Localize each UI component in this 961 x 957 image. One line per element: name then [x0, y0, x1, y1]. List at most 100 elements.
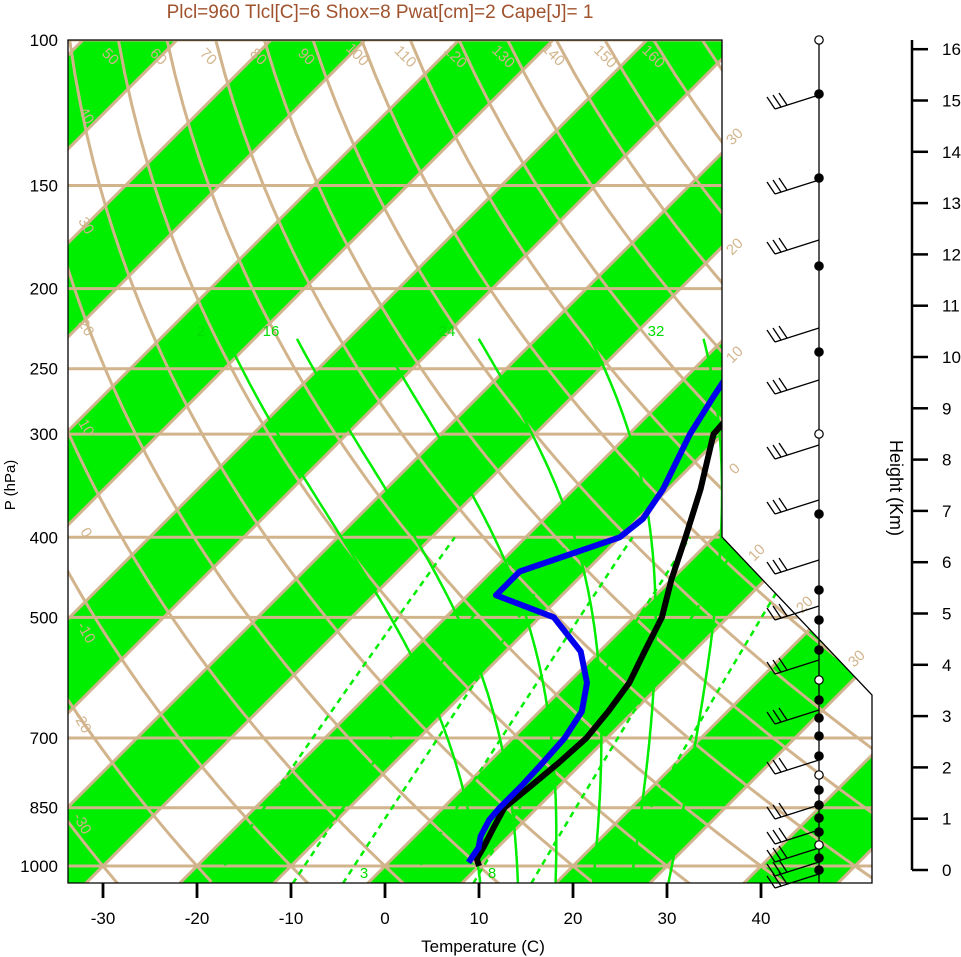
dry-adiabat-line — [68, 40, 119, 883]
wind-barb-flag — [772, 499, 782, 513]
wind-barb-flag — [766, 849, 776, 863]
dry-adiabat-line — [68, 40, 596, 883]
isotherm-label: 30 — [845, 647, 869, 671]
green-band — [915, 2, 961, 900]
y-tick-label: 200 — [30, 280, 58, 299]
y-tick-label: 300 — [30, 425, 58, 444]
level-dot — [814, 615, 824, 625]
isotherm-line — [68, 40, 592, 883]
isotherm-label: 10 — [745, 541, 769, 565]
level-dot — [814, 261, 824, 271]
mixing-ratio-label: 16 — [263, 323, 280, 340]
wind-barb — [774, 379, 820, 395]
level-dot — [814, 751, 824, 761]
y-tick-label: 1000 — [20, 857, 58, 876]
wind-barb-flag — [766, 446, 776, 460]
y-axis-label: P (hPa) — [2, 460, 19, 511]
green-band — [68, 40, 779, 883]
y-tick-label: 850 — [30, 799, 58, 818]
mixing-ratio-line — [291, 536, 529, 883]
wind-barb-flag — [772, 444, 782, 458]
isotherm-line — [161, 40, 872, 883]
dry-adiabat-line — [749, 40, 872, 883]
wind-barb-flag — [778, 237, 788, 251]
isotherm-line — [915, 2, 961, 900]
mixing-ratio-line — [210, 536, 456, 883]
wind-barb-flag — [778, 92, 788, 106]
wind-barb-flag — [772, 327, 782, 341]
isotherm-line — [68, 40, 498, 883]
wind-barb — [774, 239, 820, 255]
height-tick-label: 2 — [942, 758, 951, 777]
isotherm-line — [255, 40, 872, 883]
wind-barb-flag — [766, 241, 776, 255]
wind-barb-flag — [766, 661, 776, 675]
height-tick-label: 13 — [942, 194, 961, 213]
dry-adiabat-line — [116, 40, 691, 883]
isotherm-line — [68, 40, 686, 883]
level-dot — [814, 173, 824, 183]
moist-adiabat-line — [379, 338, 558, 883]
wind-barb — [774, 499, 820, 515]
moist-adiabat-line — [477, 338, 603, 883]
wind-barb — [774, 327, 820, 343]
isotherm-line — [68, 40, 780, 883]
plot-border — [67, 39, 873, 884]
isotherm-label: 20 — [723, 235, 747, 259]
dry-adiabat-line — [68, 40, 405, 883]
level-dot — [814, 89, 824, 99]
isotherm-label: 30 — [723, 125, 747, 149]
isotherm-label: 10 — [74, 416, 97, 439]
height-tick-label: 7 — [942, 502, 951, 521]
mixing-ratio-line — [606, 536, 811, 883]
wind-barb — [774, 179, 820, 195]
dry-adiabat-line — [798, 40, 872, 883]
level-dot — [814, 645, 824, 655]
mixing-ratio-line — [407, 536, 634, 883]
wind-barb-flag — [766, 875, 776, 889]
wind-barb — [774, 873, 820, 889]
wind-barb — [774, 804, 820, 820]
wind-barb-flag — [778, 871, 788, 885]
chart-title: Plcl=960 Tlcl[C]=6 Shox=8 Pwat[cm]=2 Cap… — [167, 2, 594, 23]
wind-barb-flag — [772, 179, 782, 193]
isotherm-label: 150 — [590, 42, 620, 72]
wind-barb-flag — [772, 847, 782, 861]
height-tick-label: 9 — [942, 399, 951, 418]
x-tick-label: 40 — [752, 909, 771, 928]
green-band — [68, 40, 872, 883]
wind-barb — [774, 759, 820, 775]
wind-barb-flag — [778, 802, 788, 816]
x-tick-label: -20 — [185, 909, 210, 928]
wind-barb-flag — [766, 561, 776, 575]
wind-barb-flag — [766, 831, 776, 845]
wind-barb-flag — [766, 181, 776, 195]
wind-barb — [774, 94, 820, 110]
green-band — [68, 40, 403, 883]
wind-barb-flag — [772, 804, 782, 818]
wind-barb — [774, 605, 820, 621]
isotherm-line — [68, 40, 404, 883]
height-tick-label: 8 — [942, 451, 951, 470]
wind-barb-flag — [772, 829, 782, 843]
height-tick-label: 12 — [942, 245, 961, 264]
isotherm-label: 20 — [74, 316, 97, 339]
green-band — [0, 2, 27, 900]
plot-area — [0, 2, 961, 900]
mixing-ratio-label: 8 — [488, 865, 496, 882]
wind-barb-flag — [772, 759, 782, 773]
x-tick-label: 20 — [564, 909, 583, 928]
height-tick-label: 0 — [942, 861, 951, 880]
dry-adiabat-lines — [68, 40, 872, 883]
height-tick-label: 6 — [942, 553, 951, 572]
isotherm-line — [443, 40, 872, 883]
mixing-ratio-line — [341, 536, 574, 883]
dry-adiabat-line — [457, 40, 872, 883]
level-dot — [814, 785, 824, 795]
level-dot — [814, 695, 824, 705]
level-dot — [814, 509, 824, 519]
isotherm-line — [68, 40, 310, 883]
level-dot — [814, 35, 824, 45]
isotherm-line — [0, 2, 27, 900]
